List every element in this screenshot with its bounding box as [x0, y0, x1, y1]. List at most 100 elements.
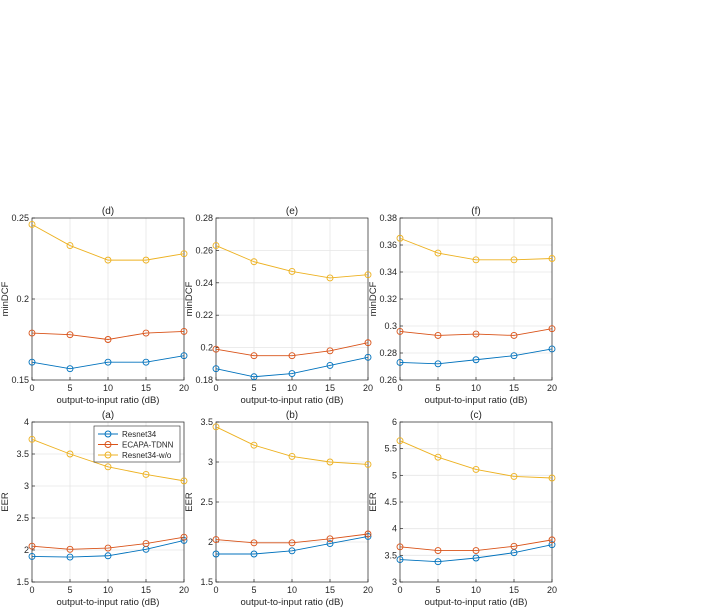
data-point: [364, 339, 372, 347]
x-tick-label: 20: [547, 585, 557, 595]
x-axis-label: output-to-input ratio (dB): [425, 597, 528, 608]
data-point: [250, 550, 258, 558]
data-point: [28, 542, 36, 550]
data-point: [180, 352, 188, 360]
y-tick-label: 0.15: [11, 375, 29, 385]
x-tick-label: 10: [287, 585, 297, 595]
data-point: [434, 558, 442, 566]
y-tick-label: 4.5: [384, 497, 397, 507]
x-tick-label: 0: [397, 383, 402, 393]
data-point: [180, 250, 188, 258]
legend-marker: [104, 430, 112, 438]
y-tick-label: 0.32: [379, 294, 397, 304]
data-point: [28, 358, 36, 366]
series-line-0: [31, 355, 185, 370]
x-axis-label: output-to-input ratio (dB): [425, 395, 528, 406]
series-line-2: [31, 224, 185, 261]
data-point: [250, 539, 258, 547]
series-line-0: [399, 544, 553, 563]
legend-entry: ECAPA-TDNN: [122, 441, 174, 450]
data-point: [434, 453, 442, 461]
data-point: [288, 268, 296, 275]
y-tick-label: 3: [392, 577, 397, 587]
x-tick-label: 0: [29, 383, 34, 393]
y-tick-label: 6: [392, 417, 397, 427]
data-point: [396, 543, 404, 551]
x-tick-label: 0: [29, 585, 34, 595]
series-line-1: [399, 328, 553, 336]
series-line-0: [399, 348, 553, 365]
y-tick-label: 0.28: [379, 348, 397, 358]
subplot-title: (e): [286, 206, 298, 217]
data-point: [510, 256, 518, 264]
y-tick-label: 0.3: [384, 321, 397, 331]
data-point: [66, 553, 74, 561]
x-tick-label: 10: [471, 383, 481, 393]
subplot-title: (d): [102, 206, 114, 217]
series-line-1: [215, 342, 369, 357]
y-axis-label: EER: [368, 492, 379, 512]
data-point: [326, 274, 334, 282]
y-tick-label: 0.22: [195, 310, 213, 320]
y-axis-label: minDCF: [0, 281, 11, 316]
data-point: [434, 332, 442, 339]
data-point: [472, 466, 480, 473]
x-tick-label: 0: [213, 383, 218, 393]
data-point: [396, 327, 404, 335]
data-point: [28, 552, 36, 560]
data-point: [434, 360, 442, 368]
data-point: [142, 329, 150, 337]
x-tick-label: 10: [287, 383, 297, 393]
series-line-1: [31, 536, 185, 550]
legend-entry: Resnet34: [122, 430, 157, 439]
y-tick-label: 2: [24, 545, 29, 555]
data-point: [326, 535, 334, 543]
x-axis-label: output-to-input ratio (dB): [57, 597, 160, 608]
y-tick-label: 0.2: [200, 343, 213, 353]
y-axis-label: minDCF: [368, 281, 379, 316]
data-point: [472, 356, 480, 364]
data-point: [548, 325, 556, 333]
x-tick-label: 15: [325, 383, 335, 393]
data-point: [548, 345, 556, 353]
y-tick-label: 0.34: [379, 267, 397, 277]
data-point: [364, 353, 372, 361]
series-line-2: [215, 426, 369, 465]
data-point: [28, 435, 36, 443]
data-point: [180, 533, 188, 541]
data-point: [510, 472, 518, 480]
data-point: [472, 547, 480, 554]
y-tick-label: 5: [392, 470, 397, 480]
y-tick-label: 4: [24, 417, 29, 427]
data-point: [212, 550, 220, 558]
y-axis-label: EER: [184, 492, 195, 512]
data-point: [212, 536, 220, 544]
data-point: [66, 331, 74, 339]
data-point: [66, 450, 74, 458]
data-point: [364, 271, 372, 279]
data-point: [250, 352, 258, 360]
data-point: [364, 460, 372, 468]
x-tick-label: 5: [67, 383, 72, 393]
data-point: [212, 365, 220, 373]
data-point: [104, 358, 112, 366]
x-tick-label: 20: [363, 585, 373, 595]
data-point: [364, 530, 372, 538]
data-point: [66, 545, 74, 553]
data-point: [396, 234, 404, 242]
y-tick-label: 2.5: [200, 497, 213, 507]
data-point: [510, 352, 518, 360]
subplot-title: (b): [286, 410, 298, 421]
legend-marker: [104, 441, 112, 448]
data-point: [212, 242, 220, 249]
data-point: [142, 256, 150, 264]
series-line-2: [399, 440, 553, 479]
x-axis-label: output-to-input ratio (dB): [241, 395, 344, 406]
data-point: [548, 536, 556, 544]
data-point: [288, 370, 296, 377]
y-tick-label: 0.26: [195, 245, 213, 255]
subplot-title: (f): [471, 206, 480, 217]
y-tick-label: 0.38: [379, 213, 397, 223]
y-tick-label: 0.2: [16, 294, 29, 304]
